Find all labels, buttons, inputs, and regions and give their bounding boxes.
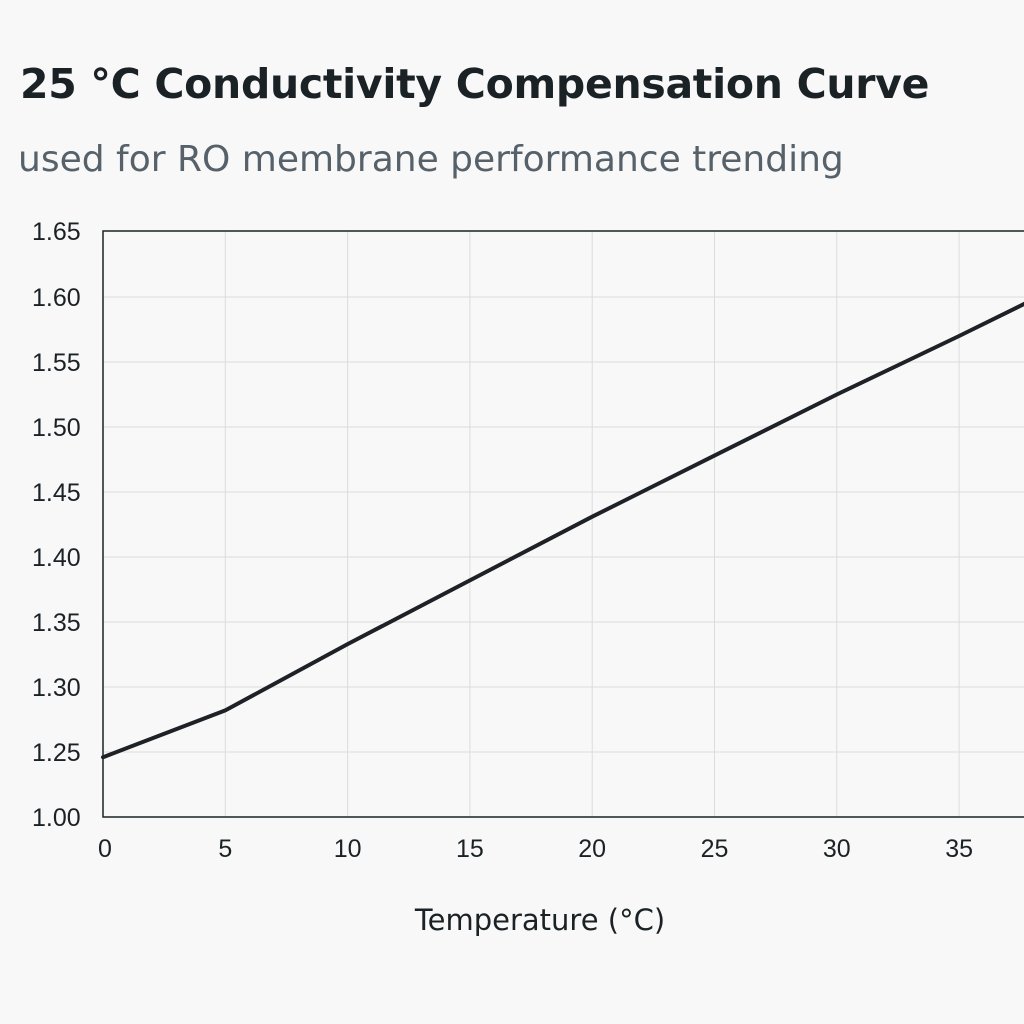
chart-title: 25 °C Conductivity Compensation Curve — [20, 60, 930, 108]
y-tick-label: 1.00 — [32, 804, 81, 832]
horizontal-gridlines — [103, 296, 1024, 753]
y-tick-label: 1.40 — [32, 544, 81, 572]
plot-frame — [102, 230, 1024, 818]
x-tick-label: 0 — [98, 835, 112, 863]
x-tick-label: 10 — [334, 835, 362, 863]
y-tick-label: 1.30 — [32, 674, 81, 702]
x-tick-label: 5 — [218, 835, 232, 863]
y-tick-label: 1.60 — [32, 284, 81, 312]
vertical-gridlines — [224, 231, 960, 817]
y-tick-label: 1.35 — [32, 609, 81, 637]
y-tick-label: 1.55 — [32, 349, 81, 377]
y-tick-label: 1.50 — [32, 414, 81, 442]
x-tick-label: 25 — [701, 835, 729, 863]
y-tick-label: 1.45 — [32, 479, 81, 507]
x-tick-label: 20 — [578, 835, 606, 863]
x-tick-labels: 0 5 10 15 20 25 30 35 — [98, 835, 973, 863]
x-tick-label: 15 — [456, 835, 484, 863]
series-line — [101, 301, 1024, 760]
y-tick-label: 1.25 — [32, 739, 81, 767]
x-tick-label: 35 — [945, 835, 973, 863]
x-axis-title: Temperature (°C) — [414, 903, 665, 937]
chart-subtitle: used for RO membrane performance trendin… — [18, 139, 844, 180]
series-layer — [101, 301, 1024, 760]
y-tick-labels: 1.00 1.25 1.30 1.35 1.40 1.45 1.50 1.55 1.60 1.65 — [32, 218, 81, 832]
x-tick-label: 30 — [823, 835, 851, 863]
y-tick-label: 1.65 — [32, 218, 81, 246]
